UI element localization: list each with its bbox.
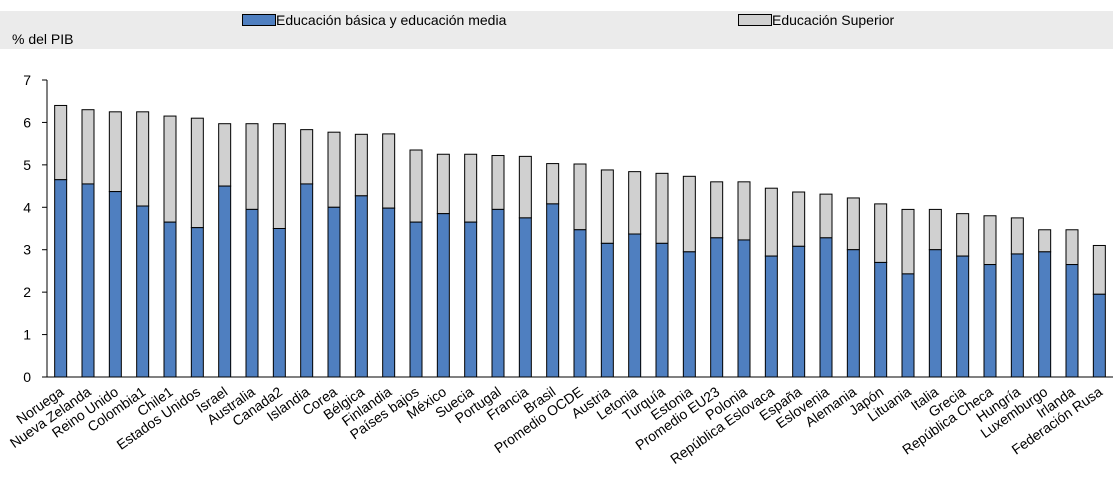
y-tick-label: 2	[23, 284, 31, 300]
bar-segment-basic	[656, 243, 668, 377]
y-tick-label: 1	[23, 327, 31, 343]
bar-segment-basic	[328, 207, 340, 377]
bar-segment-basic	[465, 222, 477, 377]
y-tick-label: 3	[23, 242, 31, 258]
bar-segment-tertiary	[574, 164, 586, 230]
bar-segment-basic	[1093, 294, 1105, 377]
bar-segment-tertiary	[191, 118, 203, 227]
bar-segment-tertiary	[437, 154, 449, 213]
bar-segment-tertiary	[1011, 218, 1023, 254]
y-tick-label: 0	[23, 369, 31, 385]
bar-segment-tertiary	[355, 134, 367, 196]
bar-segment-basic	[1011, 254, 1023, 377]
y-tick-label: 5	[23, 157, 31, 173]
bar-segment-basic	[929, 250, 941, 377]
bar-segment-tertiary	[383, 134, 395, 208]
bar-segment-basic	[847, 250, 859, 377]
bar-segment-tertiary	[957, 214, 969, 256]
bar-segment-tertiary	[601, 170, 613, 243]
bar-segment-tertiary	[820, 194, 832, 238]
bar-segment-tertiary	[929, 209, 941, 249]
bar-segment-tertiary	[984, 216, 996, 265]
bar-segment-tertiary	[875, 204, 887, 263]
bar-segment-tertiary	[1066, 230, 1078, 265]
bar-segment-tertiary	[847, 198, 859, 250]
bar-segment-tertiary	[793, 192, 805, 246]
bar-segment-tertiary	[629, 172, 641, 234]
bar-segment-tertiary	[273, 124, 285, 229]
bar-segment-basic	[765, 256, 777, 377]
bar-segment-basic	[246, 209, 258, 377]
bar-segment-basic	[492, 209, 504, 377]
bar-segment-tertiary	[738, 182, 750, 240]
bar-segment-tertiary	[246, 124, 258, 210]
bar-segment-tertiary	[137, 112, 149, 206]
bar-segment-basic	[601, 243, 613, 377]
bar-segment-tertiary	[711, 182, 723, 238]
bar-segment-basic	[301, 184, 313, 377]
bar-segment-basic	[82, 184, 94, 377]
bar-segment-tertiary	[410, 150, 422, 222]
bar-segment-tertiary	[547, 164, 559, 204]
bar-segment-tertiary	[656, 173, 668, 243]
bar-segment-tertiary	[164, 116, 176, 222]
bar-segment-tertiary	[765, 188, 777, 256]
bar-segment-tertiary	[465, 154, 477, 222]
bar-segment-tertiary	[683, 176, 695, 252]
bar-segment-basic	[219, 186, 231, 377]
y-tick-label: 6	[23, 114, 31, 130]
bar-segment-basic	[1039, 252, 1051, 377]
bar-segment-basic	[383, 208, 395, 377]
bar-segment-basic	[793, 246, 805, 377]
bar-segment-basic	[984, 265, 996, 377]
bar-segment-basic	[519, 218, 531, 377]
bar-segment-basic	[711, 238, 723, 377]
bar-segment-basic	[875, 262, 887, 377]
bar-segment-basic	[957, 256, 969, 377]
bar-segment-basic	[355, 196, 367, 377]
bar-segment-tertiary	[519, 156, 531, 218]
bar-segment-tertiary	[219, 124, 231, 186]
bar-segment-tertiary	[301, 130, 313, 184]
bar-segment-basic	[574, 230, 586, 377]
y-tick-label: 7	[23, 72, 31, 88]
bar-segment-tertiary	[1093, 245, 1105, 294]
bar-segment-tertiary	[902, 209, 914, 273]
bar-segment-basic	[137, 206, 149, 377]
bar-segment-basic	[55, 180, 67, 377]
bar-segment-basic	[410, 222, 422, 377]
bar-segment-basic	[191, 228, 203, 377]
bar-segment-basic	[164, 222, 176, 377]
bar-segment-basic	[820, 238, 832, 377]
bar-segment-basic	[902, 274, 914, 377]
bar-segment-basic	[547, 204, 559, 377]
y-tick-label: 4	[23, 199, 31, 215]
bar-segment-tertiary	[328, 132, 340, 207]
bar-segment-basic	[683, 252, 695, 377]
bar-segment-tertiary	[109, 112, 121, 192]
bar-segment-tertiary	[82, 110, 94, 184]
bar-segment-tertiary	[1039, 230, 1051, 252]
bar-segment-basic	[437, 214, 449, 377]
bar-segment-basic	[738, 240, 750, 377]
bar-segment-basic	[1066, 265, 1078, 377]
bar-segment-tertiary	[492, 156, 504, 210]
bar-segment-basic	[629, 234, 641, 377]
bar-segment-basic	[109, 192, 121, 377]
bar-segment-basic	[273, 229, 285, 378]
bar-segment-tertiary	[55, 105, 67, 179]
